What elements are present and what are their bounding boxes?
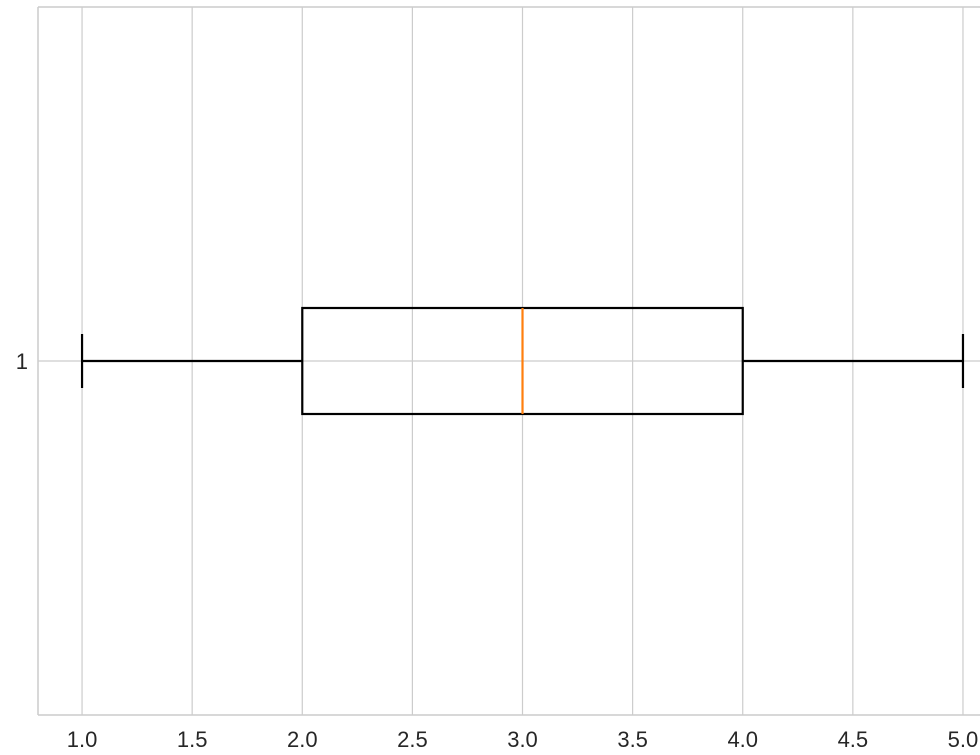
x-tick-label: 4.0 (727, 727, 758, 752)
axes-layer (37, 6, 980, 716)
x-tick-label: 5.0 (948, 727, 979, 752)
x-tick-label: 3.0 (507, 727, 538, 752)
box-layer (80, 306, 965, 416)
x-tick-label: 1.5 (177, 727, 208, 752)
x-tick-labels: 1.0 1.5 2.0 2.5 3.0 3.5 4.0 4.5 5.0 (67, 727, 979, 752)
y-tick-labels: 1 (16, 349, 28, 374)
x-tick-label: 4.5 (838, 727, 869, 752)
x-tick-label: 2.5 (397, 727, 428, 752)
y-tick-label: 1 (16, 349, 28, 374)
x-tick-label: 3.5 (617, 727, 648, 752)
x-tick-label: 2.0 (287, 727, 318, 752)
x-tick-label: 1.0 (67, 727, 98, 752)
